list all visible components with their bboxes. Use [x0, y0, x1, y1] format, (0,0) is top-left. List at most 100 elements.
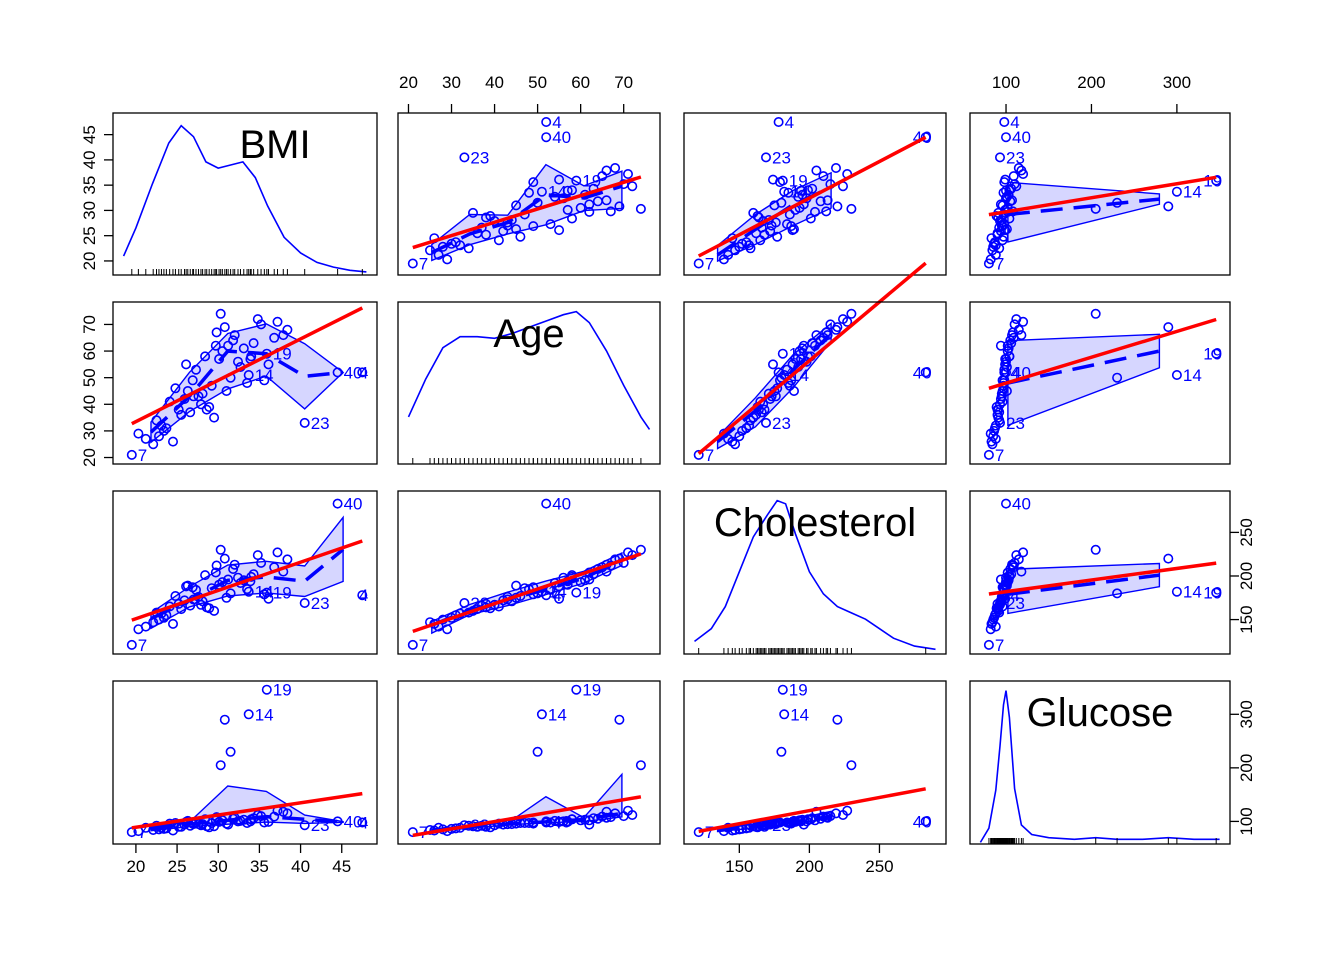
data-point: [1000, 498, 1011, 509]
data-point: [170, 383, 181, 394]
data-point: [784, 380, 795, 391]
data-point: [228, 335, 239, 346]
data-point: [536, 709, 547, 720]
data-point: [571, 175, 582, 186]
data-point: [986, 233, 997, 244]
panel-frame: [112, 490, 378, 655]
x-tick: 200: [795, 844, 824, 876]
data-point: [741, 423, 752, 434]
data-point: [493, 235, 504, 246]
smoother-band: [1007, 333, 1161, 427]
data-point: [196, 399, 207, 410]
point-label: 14: [548, 183, 567, 202]
x-tick-label: 35: [250, 857, 269, 876]
data-point: [511, 200, 522, 211]
y-tick-label: 40: [80, 395, 99, 414]
data-point: [1000, 185, 1011, 196]
data-point: [299, 597, 310, 608]
data-point: [994, 152, 1005, 163]
data-point: [528, 177, 539, 188]
data-point: [1112, 588, 1123, 599]
data-point: [480, 212, 491, 223]
panel-frame: [112, 680, 378, 845]
data-point: [1006, 330, 1017, 341]
data-point: [219, 322, 230, 333]
x-tick-label: 30: [442, 73, 461, 92]
data-point: [807, 338, 818, 349]
data-point: [993, 404, 1004, 415]
data-point: [983, 449, 994, 460]
data-point: [168, 436, 179, 447]
point-label: 4: [1010, 113, 1019, 132]
data-point: [541, 132, 552, 143]
data-point: [243, 586, 254, 597]
data-point: [693, 449, 704, 460]
x-tick-label: 20: [399, 73, 418, 92]
data-point: [1171, 186, 1182, 197]
data-point: [990, 420, 1001, 431]
point-label: 40: [344, 495, 363, 514]
data-point: [1004, 185, 1015, 196]
data-point: [996, 391, 1007, 402]
data-point: [783, 187, 794, 198]
y-tick: 70: [80, 315, 113, 334]
data-point: [459, 597, 470, 608]
data-point: [584, 206, 595, 217]
panel-bmi-vs-bmi: BMI: [112, 112, 378, 276]
data-point: [815, 196, 826, 207]
smoother-band: [150, 323, 345, 444]
y-tick-label: 30: [80, 201, 99, 220]
data-point: [181, 359, 192, 370]
data-point: [201, 602, 212, 613]
y-tick-label: 20: [80, 251, 99, 270]
regression-line: [131, 306, 364, 426]
data-point: [1163, 322, 1174, 333]
point-label: 40: [552, 812, 571, 831]
y-tick: 45: [80, 125, 113, 144]
point-label: 19: [582, 681, 601, 700]
y-tick: 40: [80, 150, 113, 169]
data-point: [272, 316, 283, 327]
data-point: [821, 206, 832, 217]
x-tick: 100: [992, 73, 1020, 113]
data-point: [229, 559, 240, 570]
point-label: 19: [1203, 584, 1222, 603]
data-point: [455, 240, 466, 251]
matrix-axes: 20 25 30 35 40 45 20 25 30 35 40 45 20 30 40 50 60 70 20 30…: [80, 73, 1256, 876]
data-point: [727, 436, 738, 447]
data-point: [282, 554, 293, 565]
data-point: [554, 225, 565, 236]
x-tick: 45: [332, 844, 351, 876]
panel-cholesterol-vs-cholesterol: Cholesterol: [683, 490, 947, 655]
data-point: [1211, 348, 1222, 359]
data-point: [211, 327, 222, 338]
data-point: [272, 547, 283, 558]
panel-frame: [397, 301, 661, 465]
smoother-line: [717, 814, 832, 833]
point-label: 19: [1203, 345, 1222, 364]
data-point: [1163, 553, 1174, 564]
data-point: [243, 369, 254, 380]
x-axis-glucose: 100 200 300: [992, 73, 1191, 113]
point-label: 19: [789, 681, 808, 700]
y-tick: 25: [80, 226, 113, 245]
data-point: [846, 308, 857, 319]
data-point: [802, 185, 813, 196]
x-tick: 300: [1163, 73, 1191, 113]
data-point: [741, 237, 752, 248]
data-point: [536, 186, 547, 197]
data-point: [1018, 169, 1029, 180]
y-tick: 150: [1230, 605, 1256, 634]
data-point: [201, 821, 212, 832]
point-label: 7: [138, 823, 147, 842]
point-label: 7: [419, 636, 428, 655]
data-point: [999, 117, 1010, 128]
regression-line: [131, 539, 363, 622]
x-tick-label: 100: [992, 73, 1020, 92]
x-tick-label: 40: [485, 73, 504, 92]
data-point: [259, 375, 270, 386]
data-point: [168, 825, 179, 836]
